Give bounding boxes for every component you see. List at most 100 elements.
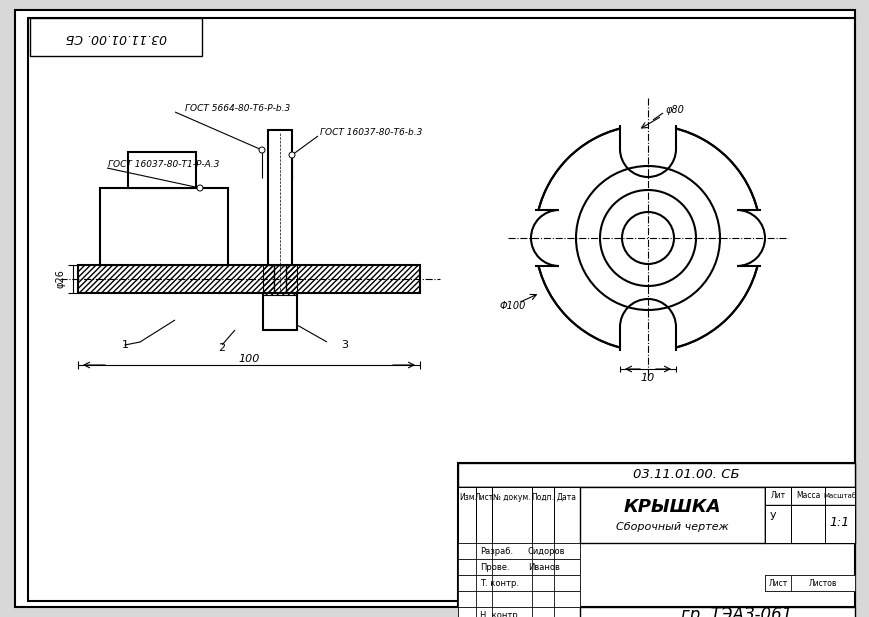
Bar [554,591,580,607]
Bar [457,559,580,575]
Text: Лит: Лит [770,492,785,500]
Bar [492,607,531,617]
Bar [475,543,492,559]
Bar [457,591,580,607]
Bar [475,559,492,575]
Circle shape [534,125,760,351]
Text: Сидоров: Сидоров [527,547,565,555]
Bar [764,505,790,543]
Text: 1:1: 1:1 [829,516,849,529]
Bar [475,487,492,543]
Bar [457,543,580,559]
Bar [457,463,854,607]
Bar [764,505,854,543]
Bar [457,575,475,591]
Bar [554,543,580,559]
Bar [764,575,790,591]
Bar [824,505,854,543]
Text: Иванов: Иванов [527,563,560,571]
Text: Разраб.: Разраб. [480,547,513,555]
Text: 03.11.01.00. СБ: 03.11.01.00. СБ [65,30,167,44]
Bar [554,559,580,575]
Text: Листов: Листов [808,579,836,587]
Text: Сборочный чертеж: Сборочный чертеж [615,522,727,532]
Text: Дата: Дата [556,492,576,502]
Text: Подп.: Подп. [531,492,554,502]
Bar [268,130,292,265]
Text: Т. контр.: Т. контр. [480,579,519,587]
Bar [554,487,580,543]
Bar [531,543,554,559]
Bar [554,607,580,617]
Bar [736,210,765,266]
Bar [128,152,196,188]
Bar [580,487,764,543]
Bar [764,487,854,505]
Bar [262,293,296,330]
Bar [475,591,492,607]
Bar [457,607,475,617]
Text: 1: 1 [122,340,129,350]
Text: 2: 2 [218,343,225,353]
Text: Изм: Изм [459,492,474,502]
Bar [620,120,675,149]
Circle shape [289,152,295,158]
Bar [457,487,475,543]
Bar [531,487,554,543]
Text: ГОСТ 16037-80-Т6-b.3: ГОСТ 16037-80-Т6-b.3 [320,128,421,138]
Bar [100,188,228,265]
Bar [475,575,492,591]
Bar [531,607,554,617]
Text: Лист: Лист [474,492,493,502]
Bar [457,463,854,487]
Circle shape [196,185,202,191]
Bar [580,607,854,617]
Bar [457,487,580,543]
Text: гр. ТЭАЗ-061: гр. ТЭАЗ-061 [680,606,792,617]
Bar [457,591,475,607]
Bar [492,591,531,607]
Text: № докум.: № докум. [493,492,530,502]
Bar [457,543,475,559]
Text: 10: 10 [640,373,654,383]
Text: Прове.: Прове. [480,563,509,571]
Bar [492,559,531,575]
Text: Лист: Лист [767,579,786,587]
Text: у: у [769,510,775,520]
Text: Н. контр.: Н. контр. [480,610,520,617]
Bar [531,559,554,575]
Bar [764,487,790,505]
Text: φ80: φ80 [666,105,684,115]
Text: ГОСТ 5664-80-Т6-Р-b.3: ГОСТ 5664-80-Т6-Р-b.3 [185,104,290,114]
Bar [824,487,854,505]
Bar [790,487,824,505]
Bar [492,543,531,559]
Bar [531,591,554,607]
Bar [262,265,296,295]
Bar [274,265,286,295]
Text: 03.11.01.00. СБ: 03.11.01.00. СБ [632,468,739,481]
Text: Масса: Масса [795,492,819,500]
Bar [790,505,824,543]
Text: 100: 100 [238,354,259,364]
Bar [492,575,531,591]
Text: ГОСТ 16037-80-Т1-Р-А.3: ГОСТ 16037-80-Т1-Р-А.3 [108,160,219,170]
Bar [30,18,202,56]
Bar [531,575,554,591]
Text: Масштаб: Масштаб [822,493,856,499]
Text: φ26: φ26 [55,270,65,288]
Bar [457,607,580,617]
Bar [790,575,854,591]
Bar [554,575,580,591]
Bar [457,559,475,575]
Bar [475,607,492,617]
Bar [457,575,580,591]
Circle shape [259,147,265,153]
Text: 3: 3 [342,340,348,350]
Text: Φ100: Φ100 [500,301,526,311]
Text: КРЫШКА: КРЫШКА [622,498,720,516]
Bar [764,575,854,591]
Bar [492,487,531,543]
Bar [78,265,420,293]
Bar [620,327,675,356]
